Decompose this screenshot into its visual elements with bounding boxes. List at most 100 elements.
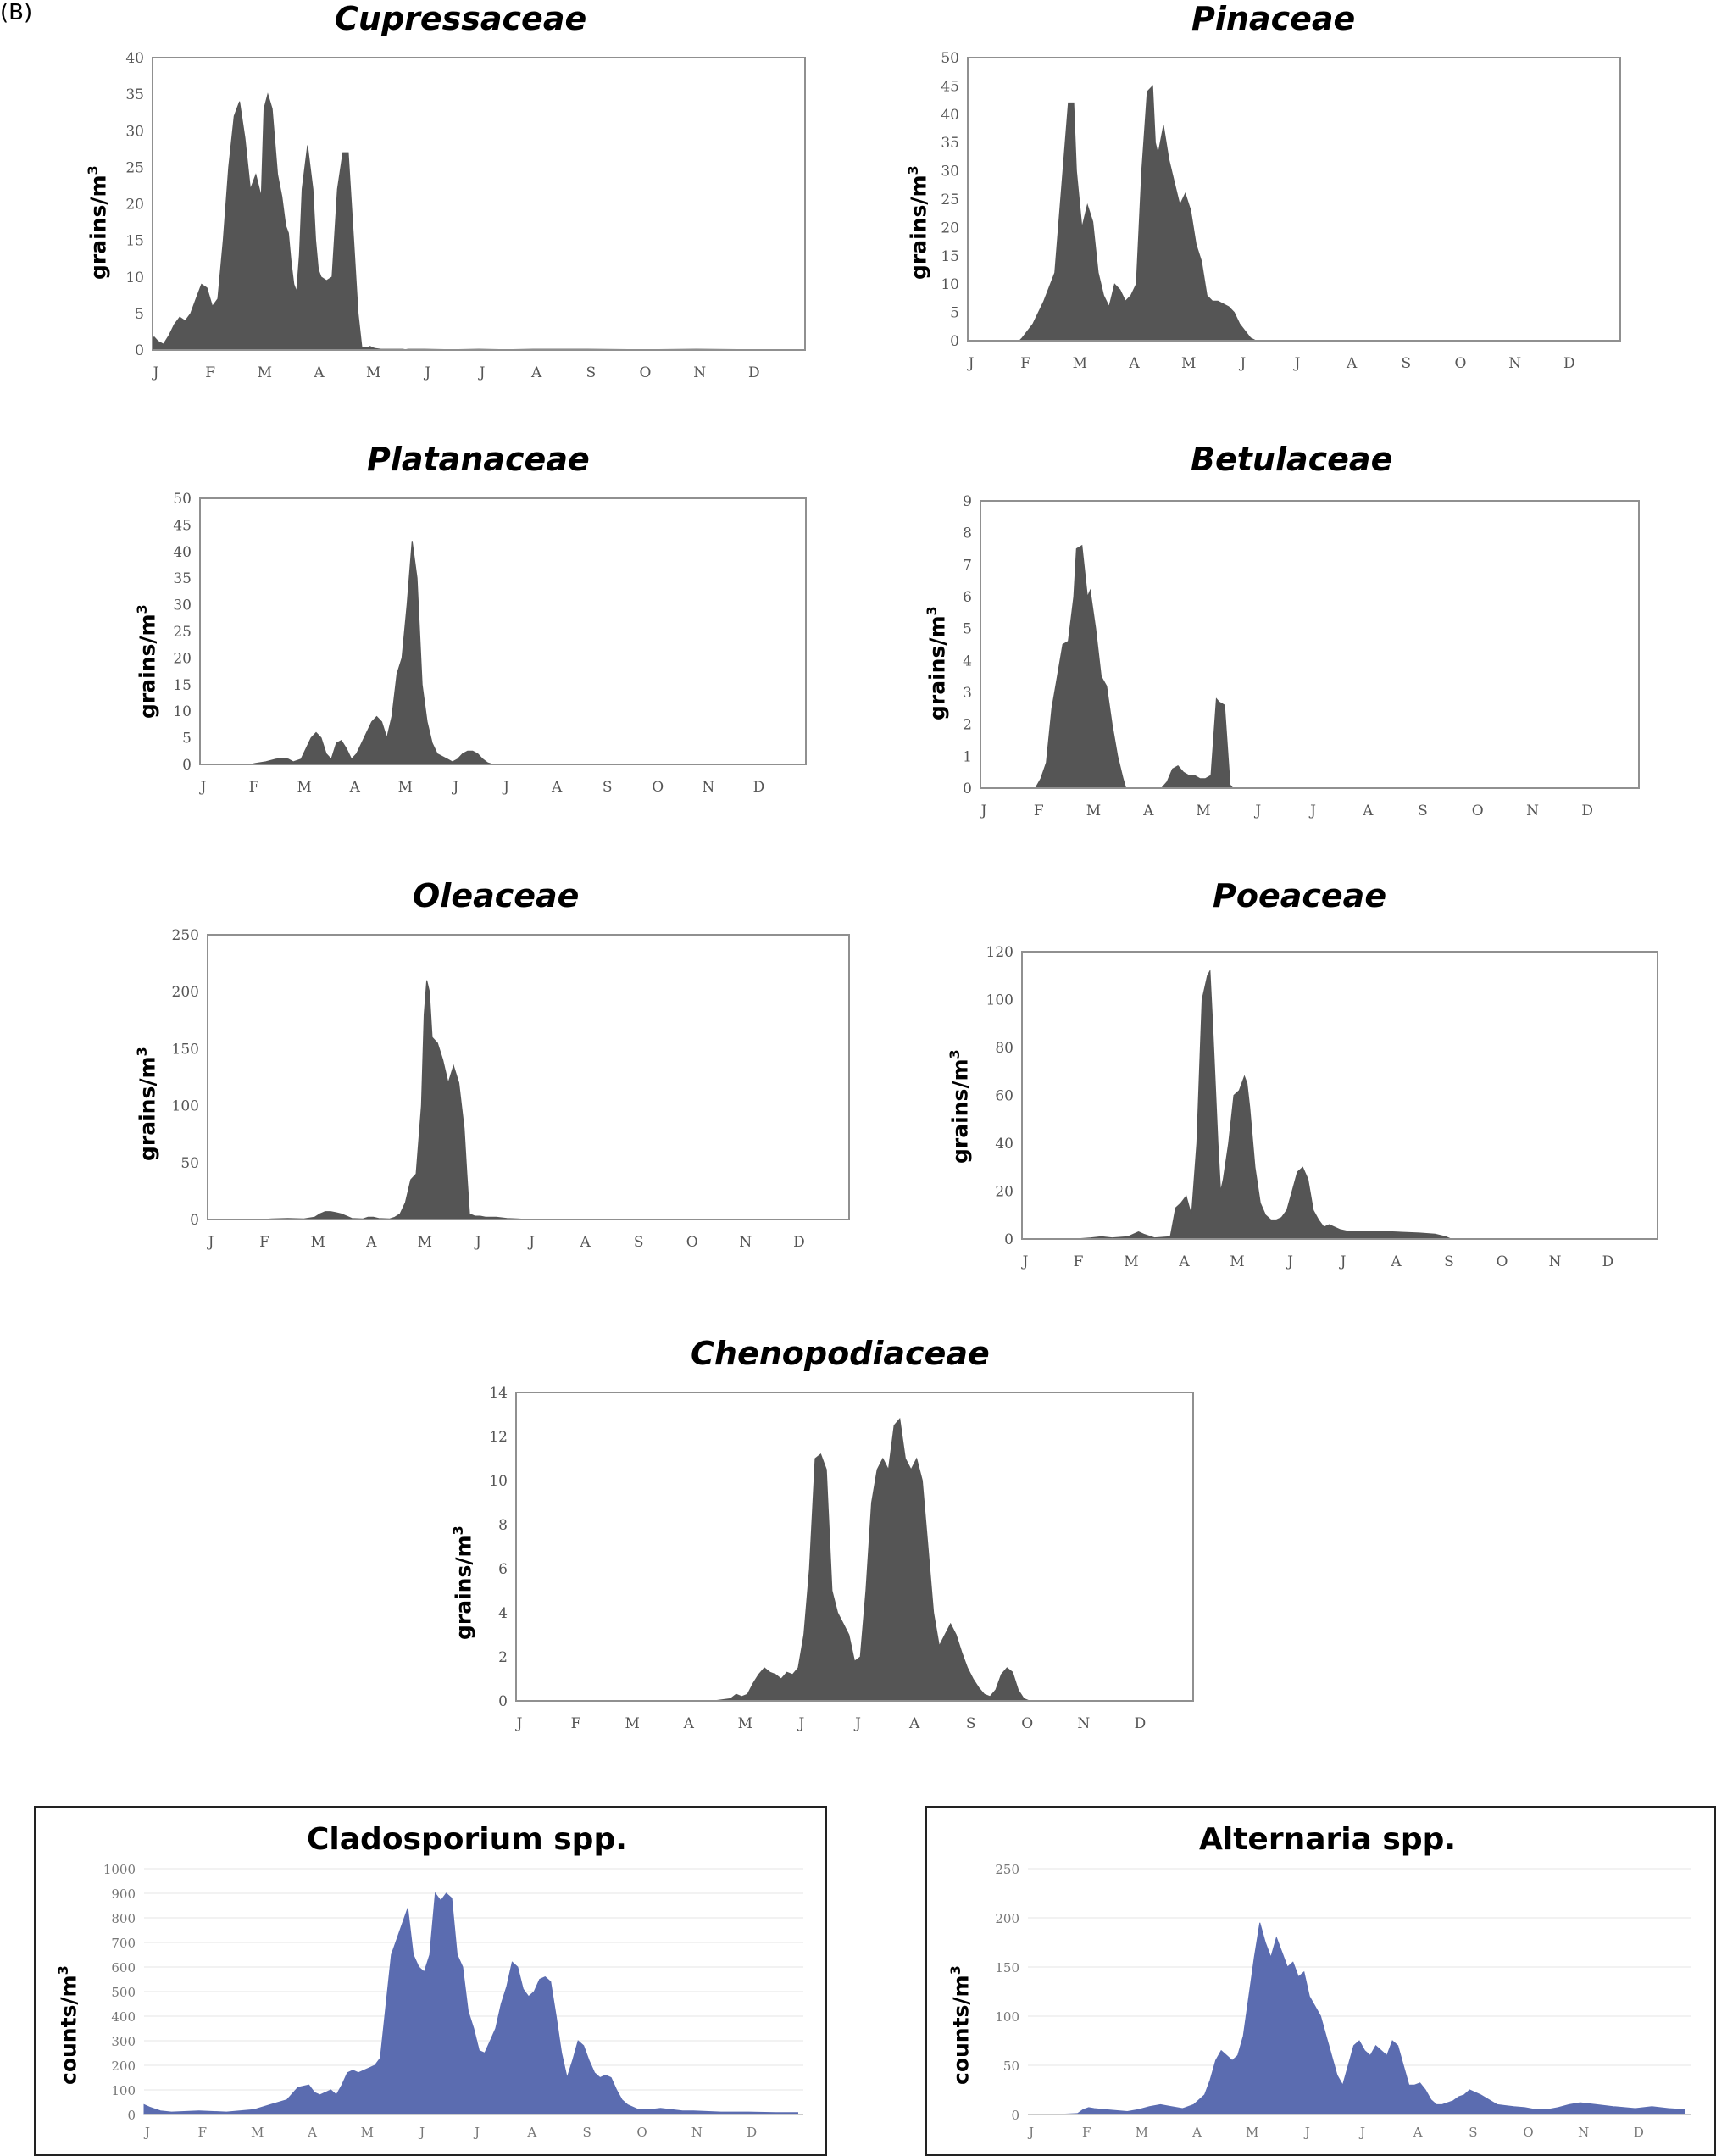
platanaceae-y-tick-label: 10 xyxy=(173,703,192,720)
alternaria-spp-x-tick-label: N xyxy=(1578,2125,1589,2140)
betulaceae-y-tick-label: 3 xyxy=(963,685,972,702)
betulaceae-x-tick-label: M xyxy=(1086,803,1101,820)
cladosporium-spp-x-tick-label: A xyxy=(526,2125,536,2140)
poeaceae-x-tick-label: M xyxy=(1124,1253,1138,1270)
platanaceae-x-tick-label: N xyxy=(702,779,714,796)
betulaceae-x-tick-label: S xyxy=(1418,803,1428,820)
pinaceae-x-tick-label: M xyxy=(1073,355,1087,372)
alternaria-spp-frame xyxy=(925,1806,1716,2156)
cupressaceae-y-tick-label: 40 xyxy=(125,50,144,67)
cladosporium-spp-frame xyxy=(34,1806,827,2156)
cladosporium-spp-y-tick-label: 500 xyxy=(111,1985,136,2000)
platanaceae-plot-frame xyxy=(199,497,807,765)
chenopodiaceae-y-tick-label: 0 xyxy=(498,1693,508,1710)
betulaceae-y-tick-label: 8 xyxy=(963,525,972,542)
platanaceae-x-tick-label: M xyxy=(297,779,311,796)
alternaria-spp-y-tick-label: 200 xyxy=(995,1911,1019,1926)
cladosporium-spp-y-tick-label: 0 xyxy=(127,2108,136,2123)
platanaceae-y-tick-label: 50 xyxy=(173,491,192,508)
alternaria-spp-area-series xyxy=(1028,1922,1685,2115)
oleaceae-x-tick-label: N xyxy=(739,1234,752,1251)
alternaria-spp-x-tick-label: J xyxy=(1358,2125,1365,2140)
betulaceae-chart-title: Betulaceae xyxy=(1191,441,1393,478)
alternaria-spp-x-tick-label: A xyxy=(1413,2125,1423,2140)
cladosporium-spp-x-tick-label: D xyxy=(747,2125,757,2140)
betulaceae-y-tick-label: 4 xyxy=(963,653,972,670)
cladosporium-spp-y-tick-label: 100 xyxy=(111,2083,136,2098)
pinaceae-y-tick-label: 10 xyxy=(941,276,959,293)
platanaceae-y-tick-label: 5 xyxy=(182,731,192,747)
betulaceae-x-tick-label: M xyxy=(1196,803,1210,820)
pinaceae-y-tick-label: 25 xyxy=(941,192,959,208)
alternaria-spp-x-tick-label: J xyxy=(1027,2125,1034,2140)
poeaceae-x-tick-label: J xyxy=(1021,1253,1029,1270)
cupressaceae-x-tick-label: F xyxy=(205,364,215,381)
pinaceae-x-tick-label: S xyxy=(1402,355,1412,372)
cladosporium-spp-y-tick-label: 900 xyxy=(111,1886,136,1902)
cladosporium-spp-x-tick-label: J xyxy=(143,2125,150,2140)
cladosporium-spp-chart-title: Cladosporium spp. xyxy=(307,1822,627,1857)
poeaceae-x-tick-label: F xyxy=(1074,1253,1084,1270)
platanaceae-x-tick-label: J xyxy=(452,779,459,796)
pinaceae-x-tick-label: N xyxy=(1508,355,1521,372)
poeaceae-x-tick-label: S xyxy=(1444,1253,1454,1270)
cupressaceae-x-tick-label: M xyxy=(258,364,272,381)
pinaceae-y-tick-label: 30 xyxy=(941,164,959,181)
poeaceae-chart-title: Poeaceae xyxy=(1213,877,1387,914)
alternaria-spp-x-tick-label: J xyxy=(1303,2125,1310,2140)
betulaceae-plot-frame xyxy=(980,500,1640,789)
cupressaceae-x-tick-label: D xyxy=(748,364,760,381)
cladosporium-spp-x-tick-label: M xyxy=(251,2125,264,2140)
chenopodiaceae-y-tick-label: 6 xyxy=(498,1561,508,1578)
pinaceae-x-tick-label: A xyxy=(1128,355,1140,372)
betulaceae-x-tick-label: J xyxy=(980,803,987,820)
alternaria-spp-x-tick-label: M xyxy=(1136,2125,1148,2140)
cupressaceae-x-tick-label: J xyxy=(423,364,430,381)
poeaceae-y-tick-label: 120 xyxy=(986,944,1013,961)
cupressaceae-y-tick-label: 0 xyxy=(135,342,144,359)
oleaceae-x-tick-label: A xyxy=(365,1234,377,1251)
cladosporium-spp-y-tick-label: 600 xyxy=(111,1960,136,1975)
platanaceae-x-tick-label: J xyxy=(502,779,509,796)
oleaceae-plot-frame xyxy=(207,934,850,1220)
poeaceae-plot-frame xyxy=(1021,951,1658,1240)
cupressaceae-y-tick-label: 25 xyxy=(125,159,144,176)
cladosporium-spp-y-tick-label: 400 xyxy=(111,2009,136,2025)
platanaceae-y-tick-label: 30 xyxy=(173,597,192,614)
pinaceae-x-tick-label: J xyxy=(967,355,975,372)
chenopodiaceae-x-tick-label: A xyxy=(908,1715,920,1732)
platanaceae-x-tick-label: F xyxy=(249,779,259,796)
oleaceae-x-tick-label: O xyxy=(686,1234,698,1251)
oleaceae-y-tick-label: 250 xyxy=(172,927,199,944)
pinaceae-y-tick-label: 35 xyxy=(941,135,959,152)
pinaceae-y-tick-label: 45 xyxy=(941,78,959,95)
platanaceae-x-tick-label: J xyxy=(199,779,207,796)
oleaceae-y-tick-label: 50 xyxy=(180,1155,199,1172)
chenopodiaceae-chart-title: Chenopodiaceae xyxy=(691,1335,990,1372)
cupressaceae-y-tick-label: 5 xyxy=(135,306,144,323)
betulaceae-x-tick-label: D xyxy=(1581,803,1593,820)
pinaceae-x-tick-label: F xyxy=(1020,355,1030,372)
poeaceae-area-series xyxy=(1022,969,1652,1240)
chenopodiaceae-y-tick-label: 10 xyxy=(489,1473,508,1490)
betulaceae-y-tick-label: 0 xyxy=(963,781,972,797)
poeaceae-x-tick-label: A xyxy=(1178,1253,1190,1270)
chenopodiaceae-y-tick-label: 12 xyxy=(489,1429,508,1446)
poeaceae-y-tick-label: 0 xyxy=(1004,1231,1013,1248)
betulaceae-y-tick-label: 2 xyxy=(963,717,972,734)
chenopodiaceae-y-tick-label: 8 xyxy=(498,1517,508,1534)
poeaceae-y-tick-label: 100 xyxy=(986,992,1013,1009)
betulaceae-y-tick-label: 7 xyxy=(963,557,972,574)
chenopodiaceae-x-tick-label: M xyxy=(738,1715,752,1732)
chenopodiaceae-y-tick-label: 14 xyxy=(489,1385,508,1402)
chenopodiaceae-x-tick-label: D xyxy=(1135,1715,1147,1732)
platanaceae-x-tick-label: S xyxy=(603,779,613,796)
oleaceae-x-tick-label: J xyxy=(474,1234,481,1251)
platanaceae-x-tick-label: D xyxy=(753,779,765,796)
cladosporium-spp-y-tick-label: 300 xyxy=(111,2034,136,2049)
pinaceae-x-tick-label: A xyxy=(1346,355,1358,372)
